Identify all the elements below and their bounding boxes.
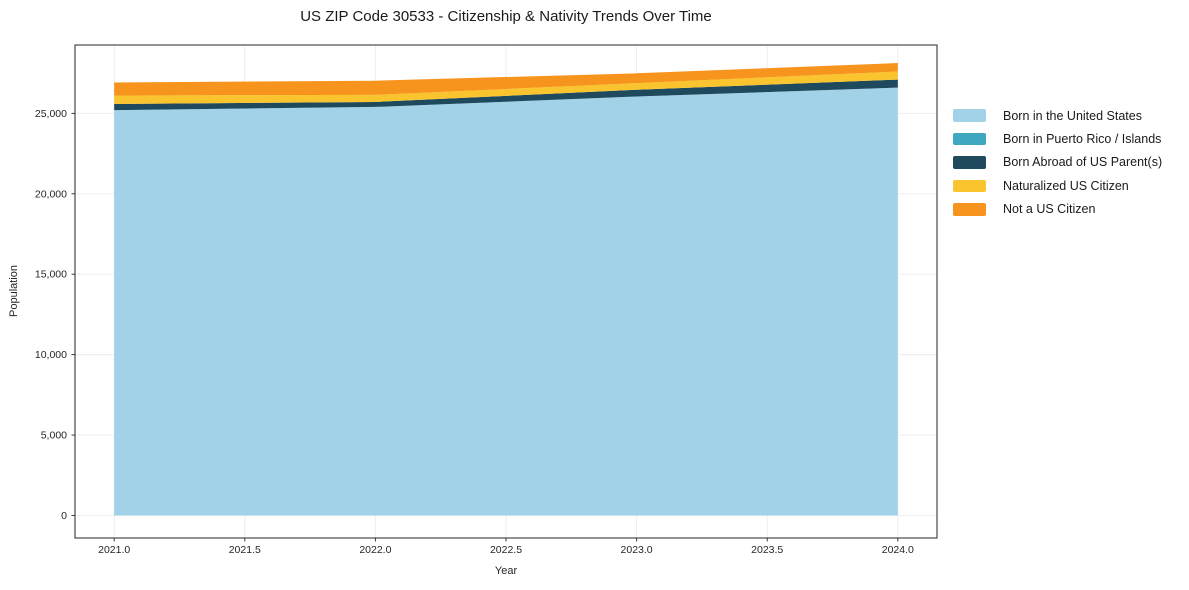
legend-item-born-in-puerto-rico-islands: Born in Puerto Rico / Islands	[953, 127, 1162, 150]
legend-swatch-icon	[953, 203, 986, 216]
legend-label: Not a US Citizen	[1003, 202, 1096, 217]
x-tick-label: 2021.5	[229, 544, 261, 556]
legend-label: Born in the United States	[1003, 108, 1142, 123]
y-tick-label: 5,000	[41, 430, 67, 442]
x-tick-label: 2022.5	[490, 544, 522, 556]
legend-label: Naturalized US Citizen	[1003, 178, 1129, 193]
legend-label: Born Abroad of US Parent(s)	[1003, 155, 1163, 170]
legend-label: Born in Puerto Rico / Islands	[1003, 132, 1162, 147]
x-tick-label: 2023.5	[751, 544, 783, 556]
legend-item-not-a-us-citizen: Not a US Citizen	[953, 198, 1162, 221]
area-series-born-in-the-united-states	[114, 87, 898, 516]
y-axis-label: Population	[8, 265, 20, 317]
legend-swatch-icon	[953, 132, 986, 146]
y-tick-label: 25,000	[35, 108, 67, 120]
legend-item-naturalized-us-citizen: Naturalized US Citizen	[953, 174, 1162, 197]
x-tick-label: 2022.0	[359, 544, 391, 556]
legend-item-born-in-the-united-states: Born in the United States	[953, 104, 1162, 127]
x-tick-label: 2023.0	[621, 544, 653, 556]
y-tick-label: 15,000	[35, 269, 67, 281]
y-tick-label: 10,000	[35, 349, 67, 361]
x-tick-label: 2024.0	[882, 544, 914, 556]
legend-swatch-icon	[953, 156, 986, 169]
legend: Born in the United States Born in Puerto …	[953, 104, 1162, 221]
area-series-not-a-us-citizen	[114, 63, 898, 96]
x-axis-label: Year	[494, 565, 518, 577]
chart-title: US ZIP Code 30533 - Citizenship & Nativi…	[300, 8, 712, 25]
x-tick-label: 2021.0	[98, 544, 130, 556]
legend-item-born-abroad-of-us-parent-s: Born Abroad of US Parent(s)	[953, 151, 1162, 174]
legend-swatch-icon	[953, 109, 986, 122]
y-tick-label: 0	[61, 510, 67, 522]
legend-swatch-icon	[953, 179, 986, 193]
area-series-born-abroad-of-us-parent-s	[114, 79, 898, 111]
y-tick-label: 20,000	[35, 188, 67, 200]
area-series-naturalized-us-citizen	[114, 71, 898, 105]
